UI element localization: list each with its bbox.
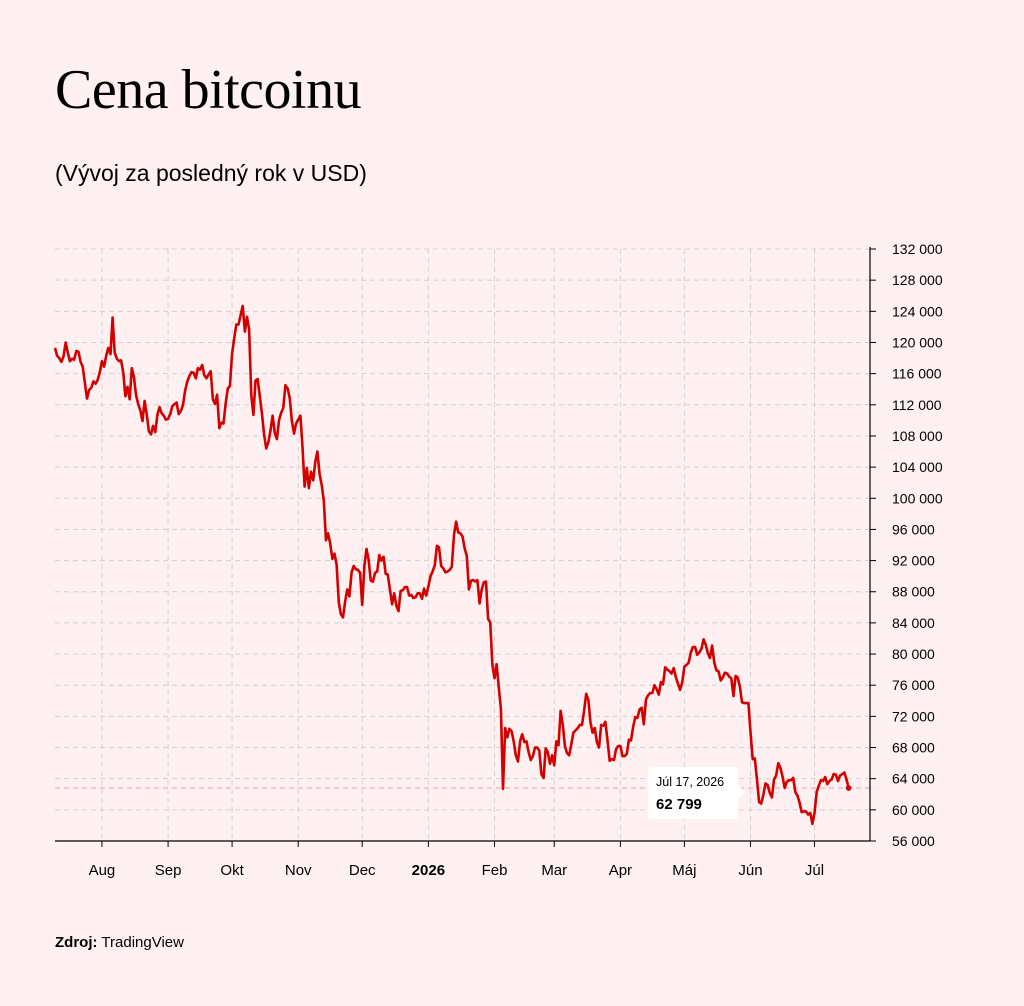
y-tick-label: 68 000	[892, 740, 935, 756]
tooltip-box	[648, 767, 738, 819]
x-tick-label: 2026	[412, 862, 445, 879]
chart-subtitle: (Vývoj za posledný rok v USD)	[55, 160, 367, 186]
y-tick-label: 76 000	[892, 677, 935, 693]
x-tick-label: Feb	[482, 862, 508, 879]
tooltip-date: Júl 17, 2026	[656, 775, 724, 789]
x-tick-label: Sep	[155, 862, 182, 879]
y-tick-label: 80 000	[892, 646, 935, 662]
y-tick-label: 84 000	[892, 615, 935, 631]
y-axis-ticks: 56 000 60 000 64 000 68 000 72 000 76 000 80 0…	[870, 241, 943, 849]
y-tick-label: 72 000	[892, 708, 935, 724]
tooltip-pointer	[738, 785, 745, 799]
grid-lines	[55, 248, 870, 841]
y-tick-label: 116 000	[892, 366, 942, 382]
source-label: Zdroj:	[55, 934, 98, 951]
x-tick-label: Apr	[609, 862, 632, 879]
source-value: TradingView	[101, 934, 184, 951]
y-tick-label: 128 000	[892, 272, 943, 288]
y-tick-label: 56 000	[892, 833, 935, 849]
chart-title: Cena bitcoinu	[55, 59, 362, 121]
y-tick-label: 96 000	[892, 521, 935, 537]
axes	[55, 247, 871, 842]
x-tick-label: Mar	[541, 862, 567, 879]
y-tick-label: 60 000	[892, 802, 935, 818]
x-tick-label: Aug	[89, 862, 116, 879]
y-tick-label: 88 000	[892, 584, 935, 600]
y-tick-label: 92 000	[892, 553, 935, 569]
last-price-dot	[845, 785, 852, 791]
y-tick-label: 124 000	[892, 303, 943, 319]
y-tick-label: 108 000	[892, 428, 943, 444]
x-tick-label: Dec	[349, 862, 376, 879]
x-tick-label: Júl	[805, 862, 824, 879]
y-tick-label: 112 000	[892, 397, 942, 413]
tooltip-value: 62 799	[656, 796, 702, 813]
x-tick-label: Nov	[285, 862, 312, 879]
y-tick-label: 132 000	[892, 241, 943, 257]
y-tick-label: 104 000	[892, 459, 943, 475]
x-axis-ticks: Aug Sep Okt Nov Dec 2026 Feb Mar Apr Máj Jún Júl	[89, 841, 824, 879]
source-note: Zdroj: TradingView	[55, 934, 184, 951]
x-tick-label: Jún	[738, 862, 762, 879]
y-tick-label: 120 000	[892, 334, 943, 350]
x-tick-label: Máj	[672, 862, 696, 879]
x-tick-label: Okt	[220, 862, 244, 879]
price-tooltip: Júl 17, 2026 62 799	[648, 767, 745, 819]
price-series-line	[53, 304, 850, 826]
y-tick-label: 64 000	[892, 771, 935, 787]
y-tick-label: 100 000	[892, 490, 943, 506]
